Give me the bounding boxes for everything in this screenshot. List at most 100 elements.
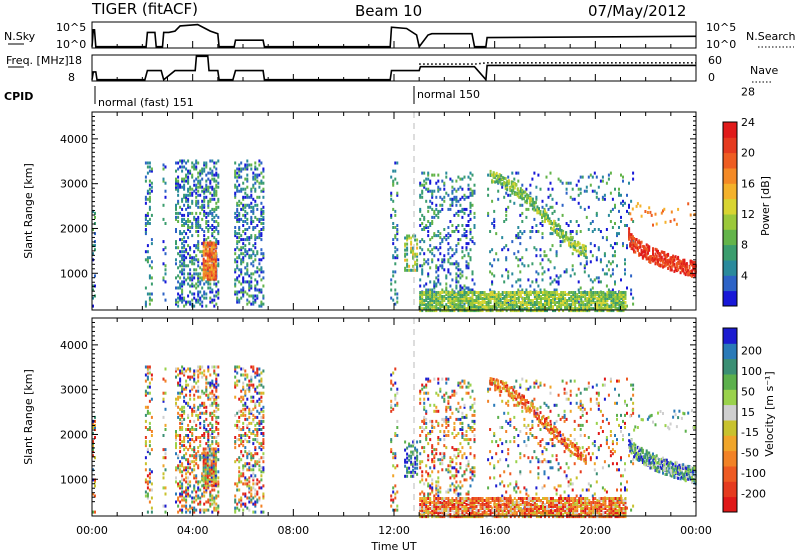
heatmap-cell <box>622 309 625 313</box>
heatmap-cell <box>560 299 563 302</box>
heatmap-cell <box>189 226 192 229</box>
heatmap-cell <box>211 187 214 191</box>
heatmap-cell <box>207 211 210 215</box>
heatmap-cell <box>622 179 624 183</box>
heatmap-cell <box>195 201 198 205</box>
heatmap-cell <box>260 213 263 217</box>
heatmap-cell <box>560 301 563 304</box>
heatmap-cell <box>197 226 200 229</box>
heatmap-cell <box>240 238 243 242</box>
heatmap-cell <box>628 229 631 233</box>
heatmap-cell <box>509 193 512 197</box>
heatmap-cell <box>234 258 237 262</box>
heatmap-cell <box>581 175 584 179</box>
heatmap-cell <box>523 264 526 268</box>
heatmap-cell <box>618 191 620 195</box>
heatmap-cell <box>144 230 147 233</box>
heatmap-cell <box>204 267 207 271</box>
heatmap-cell <box>419 183 422 187</box>
heatmap-cell <box>217 296 220 300</box>
heatmap-cell <box>238 280 241 284</box>
heatmap-cell <box>435 181 438 185</box>
heatmap-cell <box>549 248 552 252</box>
heatmap-cell <box>234 169 237 173</box>
heatmap-cell <box>203 405 206 409</box>
heatmap-cell <box>505 258 508 262</box>
heatmap-cell <box>187 264 190 268</box>
heatmap-cell <box>449 291 452 294</box>
heatmap-cell <box>639 245 642 249</box>
heatmap-cell <box>467 195 470 199</box>
heatmap-cell <box>592 291 595 294</box>
heatmap-cell <box>244 492 247 496</box>
heatmap-cell <box>217 159 220 163</box>
heatmap-cell <box>193 369 196 373</box>
heatmap-cell <box>459 303 462 307</box>
heatmap-cell <box>191 282 194 286</box>
heatmap-cell <box>549 260 552 264</box>
heatmap-cell <box>519 270 522 274</box>
heatmap-cell <box>144 462 147 466</box>
heatmap-cell <box>242 238 245 242</box>
heatmap-cell <box>531 230 534 233</box>
heatmap-cell <box>521 203 524 207</box>
heatmap-cell <box>560 305 563 309</box>
heatmap-cell <box>628 235 631 239</box>
heatmap-cell <box>193 474 196 478</box>
heatmap-cell <box>217 480 220 484</box>
heatmap-cell <box>187 181 190 185</box>
heatmap-cell <box>622 175 624 179</box>
heatmap-cell <box>552 299 554 302</box>
heatmap-cell <box>550 291 552 294</box>
heatmap-cell <box>175 161 177 165</box>
heatmap-cell <box>215 373 218 377</box>
heatmap-cell <box>183 373 186 377</box>
heatmap-cell <box>193 189 196 193</box>
heatmap-cell <box>540 307 542 311</box>
heatmap-cell <box>584 295 587 298</box>
heatmap-cell <box>193 304 196 308</box>
heatmap-cell <box>207 381 210 385</box>
heatmap-cell <box>435 305 438 309</box>
heatmap-cell <box>396 228 399 231</box>
heatmap-cell <box>238 199 241 203</box>
heatmap-cell <box>213 230 216 233</box>
heatmap-cell <box>459 299 462 302</box>
heatmap-cell <box>210 263 213 267</box>
heatmap-cell <box>179 395 182 399</box>
heatmap-cell <box>179 407 182 411</box>
heatmap-cell <box>162 163 165 167</box>
heatmap-cell <box>510 189 513 193</box>
heatmap-cell <box>177 185 180 189</box>
heatmap-cell <box>675 257 678 261</box>
heatmap-cell <box>529 309 532 313</box>
heatmap-cell <box>404 258 407 262</box>
heatmap-cell <box>406 264 409 268</box>
heatmap-cell <box>201 199 204 203</box>
heatmap-cell <box>396 254 399 258</box>
heatmap-cell <box>254 428 257 431</box>
heatmap-cell <box>419 291 422 294</box>
heatmap-cell <box>467 307 470 311</box>
heatmap-cell <box>513 201 516 205</box>
heatmap-cell <box>497 177 500 181</box>
heatmap-cell <box>392 242 395 246</box>
heatmap-cell <box>449 299 452 302</box>
heatmap-cell <box>164 423 167 427</box>
heatmap-cell <box>546 299 548 302</box>
heatmap-cell <box>201 217 204 221</box>
heatmap-cell <box>421 195 424 199</box>
heatmap-cell <box>552 297 554 300</box>
heatmap-cell <box>262 492 265 496</box>
heatmap-cell <box>517 258 520 262</box>
heatmap-cell <box>467 303 470 307</box>
heatmap-cell <box>189 389 192 393</box>
heatmap-cell <box>404 254 407 258</box>
heatmap-cell <box>455 276 458 280</box>
heatmap-cell <box>205 411 208 415</box>
heatmap-cell <box>240 389 243 393</box>
heatmap-cell <box>191 470 194 474</box>
heatmap-cell <box>204 475 207 479</box>
heatmap-cell <box>421 238 424 242</box>
heatmap-cell <box>207 423 210 427</box>
